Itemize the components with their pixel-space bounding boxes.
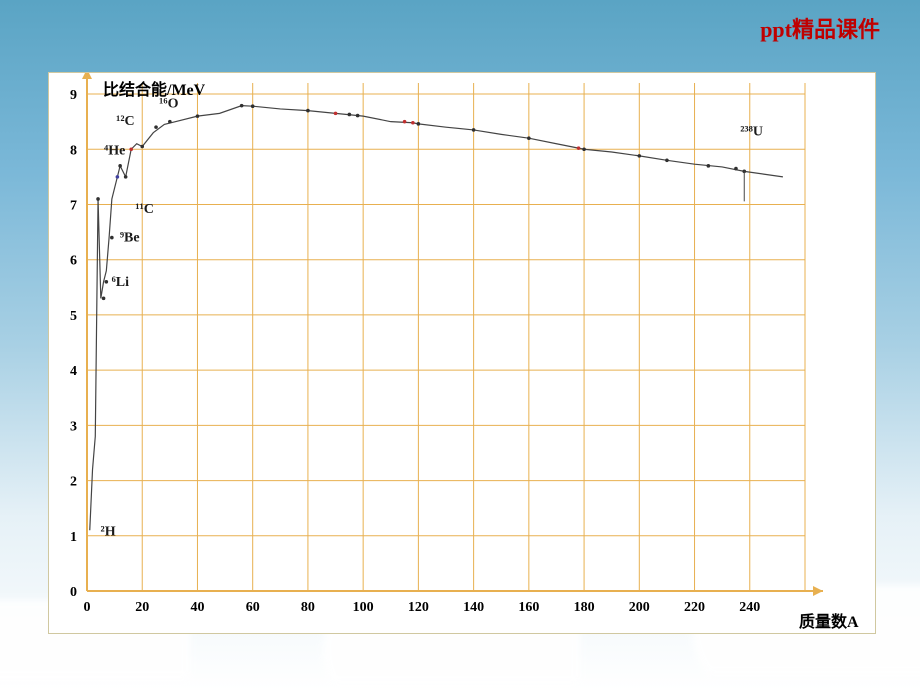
svg-text:5: 5 [70, 309, 77, 324]
svg-text:质量数A: 质量数A [799, 612, 859, 631]
svg-text:¹¹C: ¹¹C [135, 202, 154, 217]
chart-svg: 0 20 40 60 80 100 120 140 160 180 200 220 240 0 1 2 3 4 5 6… [49, 73, 875, 633]
svg-text:⁴He: ⁴He [104, 143, 125, 158]
svg-text:2: 2 [70, 475, 77, 490]
svg-text:9: 9 [70, 88, 77, 103]
svg-text:240: 240 [739, 600, 760, 615]
svg-text:20: 20 [135, 600, 149, 615]
svg-text:100: 100 [353, 600, 374, 615]
svg-text:60: 60 [246, 600, 260, 615]
svg-text:80: 80 [301, 600, 315, 615]
svg-text:²H: ²H [101, 524, 116, 539]
svg-text:200: 200 [629, 600, 650, 615]
svg-text:¹⁶O: ¹⁶O [159, 97, 178, 112]
svg-text:220: 220 [684, 600, 705, 615]
svg-text:⁹Be: ⁹Be [120, 231, 140, 246]
binding-energy-chart: 0 20 40 60 80 100 120 140 160 180 200 220 240 0 1 2 3 4 5 6… [48, 72, 876, 634]
slide-root: ppt精品课件 02040608010012014016018020022024… [0, 0, 920, 690]
svg-text:4: 4 [70, 364, 77, 379]
svg-text:0: 0 [84, 600, 91, 615]
svg-text:140: 140 [463, 600, 484, 615]
svg-text:比结合能/MeV: 比结合能/MeV [103, 80, 206, 99]
watermark-text: ppt精品课件 [760, 12, 880, 44]
svg-text:40: 40 [190, 600, 204, 615]
svg-text:120: 120 [408, 600, 429, 615]
svg-text:¹²C: ¹²C [116, 114, 135, 129]
svg-text:180: 180 [574, 600, 595, 615]
svg-text:²³⁸U: ²³⁸U [740, 124, 763, 139]
svg-text:6: 6 [70, 254, 77, 269]
svg-text:160: 160 [518, 600, 539, 615]
svg-text:0: 0 [70, 585, 77, 600]
svg-text:3: 3 [70, 419, 77, 434]
svg-text:1: 1 [70, 530, 77, 545]
svg-text:⁶Li: ⁶Li [112, 275, 130, 290]
svg-text:8: 8 [70, 143, 77, 158]
svg-text:7: 7 [70, 198, 77, 213]
